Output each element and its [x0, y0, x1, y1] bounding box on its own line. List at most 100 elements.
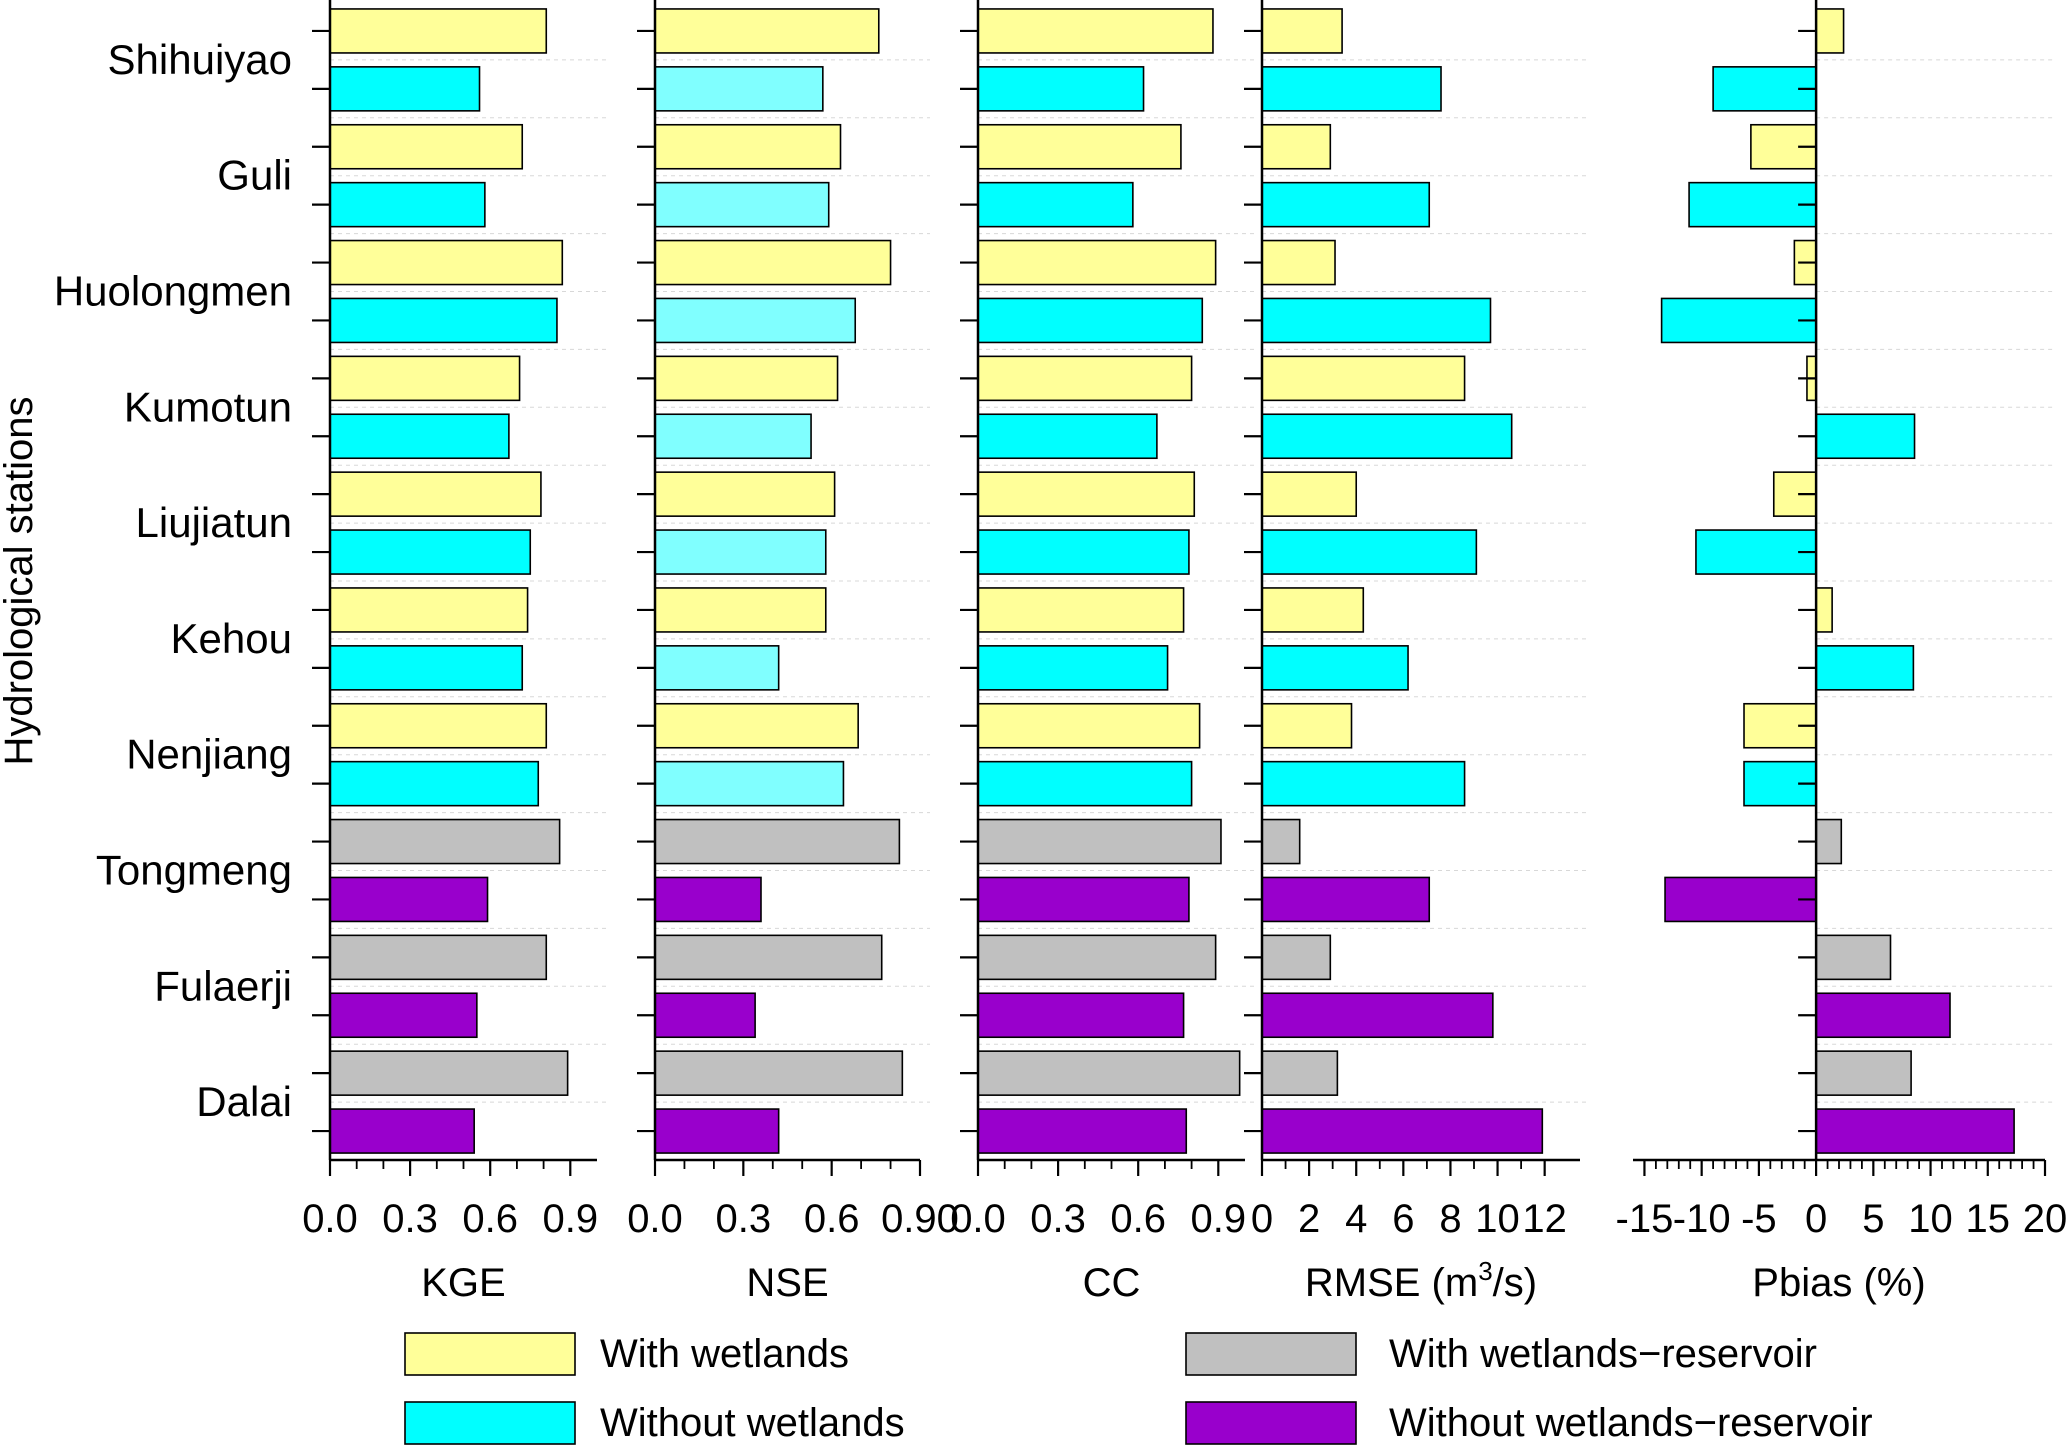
- legend-label-reservoir-with: With wetlands−reservoir: [1389, 1332, 1817, 1376]
- bar-pbias-kehou-with: [1815, 587, 1833, 633]
- x-tick-label: 0.6: [462, 1197, 518, 1241]
- legend-swatch-wetlands-with: [404, 1332, 576, 1376]
- x-tick-label: 0.0: [302, 1197, 358, 1241]
- bar-rmse-tongmeng-without: [1261, 876, 1431, 923]
- x-tick-label: 0: [1251, 1197, 1273, 1241]
- legend-swatch-reservoir-with: [1185, 1332, 1357, 1376]
- bar-rmse-huolongmen-without: [1261, 297, 1492, 344]
- station-label-kehou: Kehou: [171, 615, 292, 662]
- bar-rmse-dalai-with: [1261, 1050, 1339, 1096]
- x-tick-label: 0.9: [542, 1197, 598, 1241]
- x-tick-label: -5: [1741, 1197, 1777, 1241]
- bar-kge-kumotun-with: [329, 355, 521, 402]
- axis-title-part: RMSE (m: [1305, 1261, 1478, 1305]
- bar-rmse-shihuiyao-without: [1261, 66, 1442, 112]
- bar-cc-fulaerji-with: [977, 934, 1217, 981]
- bar-nse-dalai-without: [654, 1108, 780, 1154]
- axis-title-sup: 3: [1478, 1256, 1492, 1286]
- bar-nse-nenjiang-without: [654, 760, 845, 807]
- x-tick-label: 0.6: [1110, 1197, 1166, 1241]
- x-tick-label: 6: [1392, 1197, 1414, 1241]
- x-tick-label: -10: [1673, 1197, 1731, 1241]
- axis-title-part: /s): [1493, 1261, 1537, 1305]
- x-tick-label: 4: [1345, 1197, 1367, 1241]
- bar-cc-kehou-without: [977, 645, 1169, 691]
- bar-nse-tongmeng-without: [654, 876, 762, 923]
- bar-rmse-guli-with: [1261, 123, 1332, 170]
- bar-pbias-kehou-without: [1815, 645, 1915, 691]
- bar-nse-kehou-with: [654, 587, 827, 633]
- legend-swatch-wetlands-without: [404, 1401, 576, 1445]
- bar-rmse-kumotun-without: [1261, 413, 1513, 460]
- bar-cc-shihuiyao-with: [977, 8, 1214, 54]
- station-label-fulaerji: Fulaerji: [154, 962, 292, 1009]
- bar-rmse-shihuiyao-with: [1261, 8, 1343, 54]
- bar-kge-huolongmen-with: [329, 239, 564, 286]
- axis-layer: [312, 0, 2047, 1176]
- cc-axis-title: CC: [1083, 1261, 1141, 1305]
- bar-cc-tongmeng-with: [977, 818, 1222, 865]
- bar-kge-huolongmen-without: [329, 297, 558, 344]
- station-label-shihuiyao: Shihuiyao: [108, 36, 292, 83]
- bar-kge-tongmeng-with: [329, 818, 561, 865]
- bar-rmse-tongmeng-with: [1261, 818, 1301, 865]
- bar-nse-tongmeng-with: [654, 818, 901, 865]
- bar-rmse-nenjiang-without: [1261, 760, 1466, 807]
- bar-kge-guli-with: [329, 123, 524, 170]
- bar-pbias-fulaerji-with: [1815, 934, 1892, 981]
- bar-kge-tongmeng-without: [329, 876, 489, 923]
- bar-nse-fulaerji-with: [654, 934, 883, 981]
- station-label-liujiatun: Liujiatun: [136, 499, 292, 546]
- bar-nse-shihuiyao-without: [654, 66, 824, 112]
- bar-pbias-fulaerji-without: [1815, 992, 1951, 1039]
- bar-nse-huolongmen-without: [654, 297, 857, 344]
- bar-rmse-dalai-without: [1261, 1108, 1544, 1154]
- bar-cc-guli-with: [977, 123, 1182, 170]
- bar-rmse-kehou-without: [1261, 645, 1409, 691]
- station-label-kumotun: Kumotun: [124, 383, 292, 430]
- x-tick-label: 0.9: [1190, 1197, 1246, 1241]
- x-tick-label: 0.3: [382, 1197, 438, 1241]
- bar-cc-liujiatun-without: [977, 529, 1190, 575]
- legend-label-wetlands-with: With wetlands: [600, 1332, 849, 1376]
- bar-rmse-liujiatun-without: [1261, 529, 1478, 575]
- bar-kge-nenjiang-without: [329, 760, 540, 807]
- x-tick-label: 8: [1439, 1197, 1461, 1241]
- bar-kge-kehou-with: [329, 587, 529, 633]
- bar-kge-guli-without: [329, 181, 486, 228]
- station-label-guli: Guli: [217, 152, 292, 199]
- bar-nse-huolongmen-with: [654, 239, 892, 286]
- bar-nse-nenjiang-with: [654, 702, 859, 749]
- bar-pbias-dalai-without: [1815, 1108, 2015, 1154]
- x-tick-label: 5: [1862, 1197, 1884, 1241]
- station-label-dalai: Dalai: [196, 1078, 292, 1125]
- bar-cc-huolongmen-without: [977, 297, 1204, 344]
- x-tick-label: 0.3: [716, 1197, 772, 1241]
- rmse-axis-title: RMSE (m3/s): [1305, 1256, 1537, 1305]
- bar-cc-guli-without: [977, 181, 1134, 228]
- bar-kge-nenjiang-with: [329, 702, 548, 749]
- station-label-nenjiang: Nenjiang: [126, 731, 292, 778]
- bar-pbias-liujiatun-without: [1695, 529, 1817, 575]
- bar-nse-dalai-with: [654, 1050, 904, 1096]
- bar-cc-huolongmen-with: [977, 239, 1217, 286]
- bar-cc-dalai-without: [977, 1108, 1188, 1154]
- bar-rmse-fulaerji-without: [1261, 992, 1494, 1039]
- bar-pbias-tongmeng-without: [1664, 876, 1817, 923]
- nse-axis-title: NSE: [746, 1261, 828, 1305]
- bar-rmse-liujiatun-with: [1261, 471, 1358, 517]
- bar-cc-kumotun-without: [977, 413, 1158, 460]
- x-tick-label: -15: [1616, 1197, 1674, 1241]
- bar-nse-liujiatun-without: [654, 529, 827, 575]
- bar-cc-fulaerji-without: [977, 992, 1185, 1039]
- bar-pbias-dalai-with: [1815, 1050, 1912, 1096]
- x-tick-label: 15: [1966, 1197, 2011, 1241]
- bar-kge-fulaerji-with: [329, 934, 548, 981]
- x-tick-label: 0: [1805, 1197, 1827, 1241]
- x-tick-label: 0.3: [1030, 1197, 1086, 1241]
- bar-cc-dalai-with: [977, 1050, 1241, 1096]
- bar-nse-shihuiyao-with: [654, 8, 880, 54]
